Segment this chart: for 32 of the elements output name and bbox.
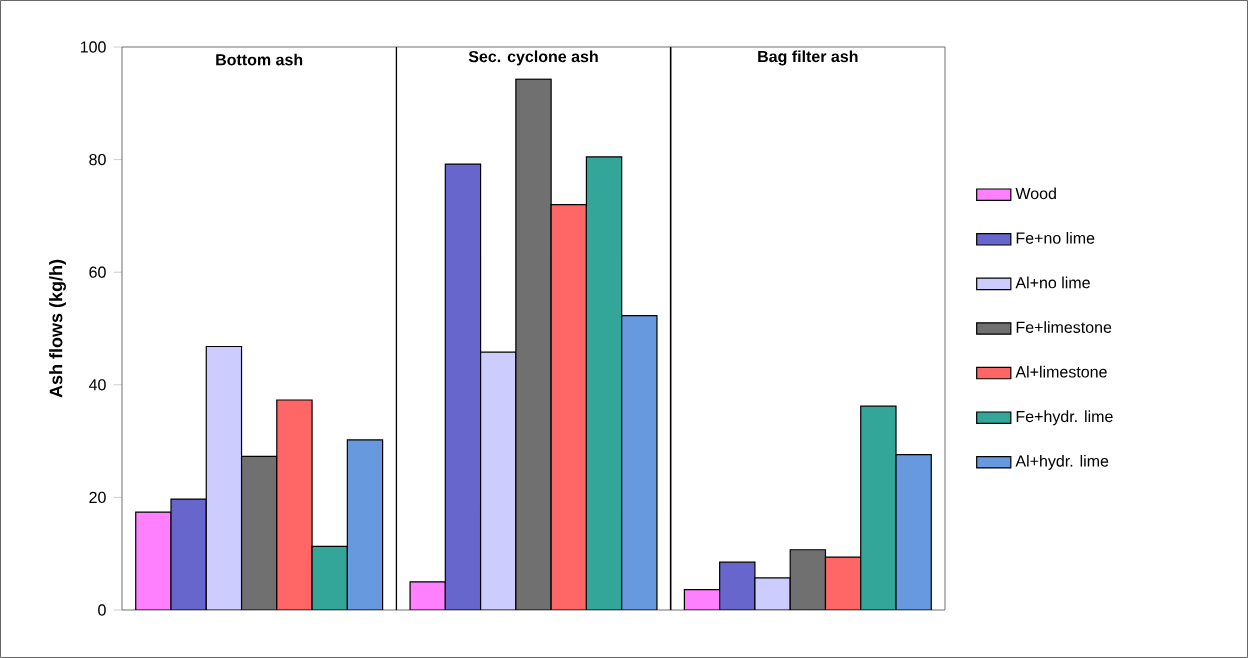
legend-label: Fe+no lime (1016, 231, 1095, 244)
legend-label: Al+limestone (1015, 365, 1107, 378)
bar (860, 405, 897, 610)
bar (346, 439, 384, 610)
legend-label: Al+hydr. lime (1015, 454, 1109, 470)
bar (824, 556, 862, 610)
x-tick-label: Bag filter ash (758, 50, 858, 66)
y-tick-label: 60 (89, 266, 106, 278)
bar (409, 581, 446, 610)
bar (719, 561, 756, 610)
bar (311, 545, 348, 610)
bar (683, 589, 721, 610)
legend-label: Fe+limestone (1016, 321, 1112, 333)
x-tick-label: Bottom ash (216, 53, 303, 66)
bar (444, 163, 482, 610)
y-tick-label: 40 (88, 379, 106, 391)
y-tick-label: 20 (89, 491, 106, 504)
bar (276, 399, 313, 610)
y-tick-label: 80 (89, 153, 106, 166)
legend-label: Fe+hydr. lime (1016, 410, 1113, 426)
y-axis-title: Ash flows (kg/h) (49, 259, 66, 398)
legend-label: Wood (1015, 187, 1056, 200)
bar (550, 204, 588, 610)
bar (585, 156, 623, 610)
bar (170, 498, 207, 610)
x-tick-label: Sec. cyclone ash (468, 50, 598, 66)
y-tick-label: 100 (80, 41, 106, 53)
legend-label: Al+no lime (1015, 276, 1090, 289)
bar (621, 314, 658, 610)
bar (895, 454, 932, 610)
y-tick-label: 0 (98, 604, 106, 616)
bar (135, 511, 172, 610)
